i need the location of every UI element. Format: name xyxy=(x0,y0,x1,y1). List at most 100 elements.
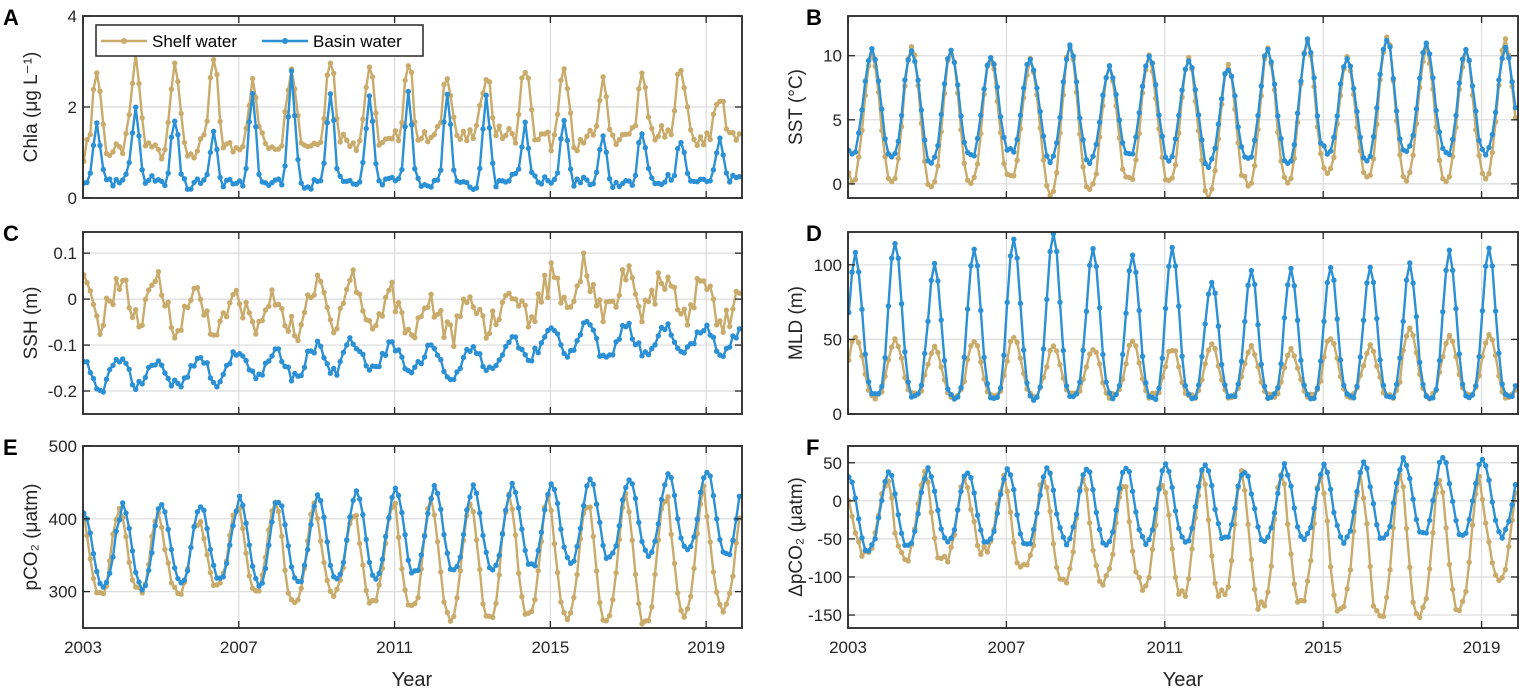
basin-data-point xyxy=(120,356,126,362)
shelf-data-point xyxy=(1486,171,1492,177)
shelf-data-point xyxy=(363,84,369,91)
basin-data-point xyxy=(285,114,291,120)
shelf-data-point xyxy=(357,138,363,144)
shelf-data-point xyxy=(269,287,275,293)
shelf-data-point xyxy=(142,296,149,303)
basin-data-point xyxy=(561,544,567,550)
shelf-data-point xyxy=(1014,339,1020,345)
basin-data-point xyxy=(922,350,928,357)
basin-data-point xyxy=(1024,61,1030,68)
shelf-data-point xyxy=(373,322,379,329)
basin-data-point xyxy=(1195,112,1202,118)
basin-data-point xyxy=(1410,280,1416,286)
basin-data-point xyxy=(1433,386,1439,393)
shelf-data-point xyxy=(1209,341,1215,347)
basin-data-point xyxy=(571,347,577,353)
shelf-data-point xyxy=(852,530,859,536)
shelf-data-point xyxy=(1324,518,1331,524)
shelf-data-point xyxy=(223,314,230,320)
basin-data-point xyxy=(626,477,632,483)
shelf-data-point xyxy=(1403,333,1410,339)
basin-data-point xyxy=(849,479,855,485)
shelf-data-point xyxy=(714,322,720,328)
basin-data-point xyxy=(126,366,132,372)
shelf-data-point xyxy=(554,111,561,118)
basin-data-point xyxy=(1209,482,1215,489)
shelf-data-point xyxy=(107,152,113,158)
basin-data-point xyxy=(1413,313,1420,320)
shelf-data-point xyxy=(1483,340,1489,346)
basin-data-point xyxy=(350,497,356,504)
basin-data-point xyxy=(282,163,288,169)
basin-data-point xyxy=(1331,134,1337,140)
shelf-data-point xyxy=(227,139,233,146)
series-group xyxy=(848,232,1518,403)
shelf-data-point xyxy=(357,291,363,297)
basin-data-point xyxy=(1186,391,1192,397)
basin-data-point xyxy=(908,540,915,546)
basin-data-point xyxy=(1275,490,1281,497)
basin-data-point xyxy=(701,475,707,481)
shelf-data-point xyxy=(1483,520,1489,526)
basin-data-point xyxy=(191,363,197,369)
basin-data-point xyxy=(454,369,460,375)
shelf-data-point xyxy=(1374,608,1380,614)
axes-box xyxy=(82,15,743,199)
shelf-data-point xyxy=(146,140,152,146)
shelf-data-point xyxy=(126,559,132,565)
shelf-data-point xyxy=(360,116,366,122)
shelf-data-point xyxy=(1212,346,1218,352)
basin-data-point xyxy=(1077,115,1083,121)
basin-data-point xyxy=(678,535,684,541)
basin-data-point xyxy=(554,170,561,176)
basin-data-point xyxy=(395,492,402,499)
basin-data-point xyxy=(217,379,223,385)
basin-data-point xyxy=(100,166,107,173)
shelf-data-point xyxy=(1407,325,1413,331)
basin-data-point xyxy=(1176,303,1182,309)
shelf-data-point xyxy=(1228,558,1235,564)
basin-data-point xyxy=(100,389,107,395)
shelf-data-point xyxy=(852,334,859,341)
basin-data-point xyxy=(668,332,674,338)
basin-data-point xyxy=(1374,315,1380,322)
shelf-data-point xyxy=(1426,566,1433,572)
shelf-data-point xyxy=(597,600,603,606)
basin-data-point xyxy=(438,167,444,173)
shelf-data-point xyxy=(214,332,220,338)
basin-data-point xyxy=(941,81,948,87)
y-axis-label: pCO₂ (μatm) xyxy=(21,484,42,591)
basin-data-point xyxy=(1044,465,1050,471)
basin-data-point xyxy=(1281,461,1288,467)
basin-data-point xyxy=(522,119,528,125)
series-group xyxy=(83,469,742,627)
x-axis-label-left: Year xyxy=(392,669,433,691)
shelf-data-point xyxy=(519,594,525,600)
basin-data-point xyxy=(107,366,113,373)
basin-data-point xyxy=(955,394,961,400)
basin-data-point xyxy=(1212,290,1218,296)
shelf-data-point xyxy=(220,145,226,151)
basin-data-point xyxy=(1083,156,1090,163)
shelf-data-point xyxy=(1443,340,1449,347)
basin-data-point xyxy=(1057,114,1063,121)
basin-data-point xyxy=(590,481,596,488)
shelf-data-point xyxy=(506,125,512,132)
shelf-data-point xyxy=(1182,593,1189,599)
legend-basin-marker xyxy=(282,38,288,44)
shelf-data-point xyxy=(1450,338,1456,345)
basin-data-point xyxy=(470,344,476,350)
basin-data-point xyxy=(191,179,197,186)
basin-data-point xyxy=(1387,44,1393,50)
shelf-data-point xyxy=(593,123,600,129)
basin-data-point xyxy=(363,363,369,369)
shelf-data-point xyxy=(392,309,399,315)
basin-data-point xyxy=(1169,244,1175,251)
basin-data-point xyxy=(1255,112,1261,119)
shelf-data-point xyxy=(736,290,742,296)
basin-data-point xyxy=(1103,75,1109,81)
basin-data-point xyxy=(1423,530,1430,536)
basin-data-point xyxy=(477,165,483,172)
shelf-data-point xyxy=(120,150,126,157)
shelf-data-point xyxy=(727,323,733,330)
